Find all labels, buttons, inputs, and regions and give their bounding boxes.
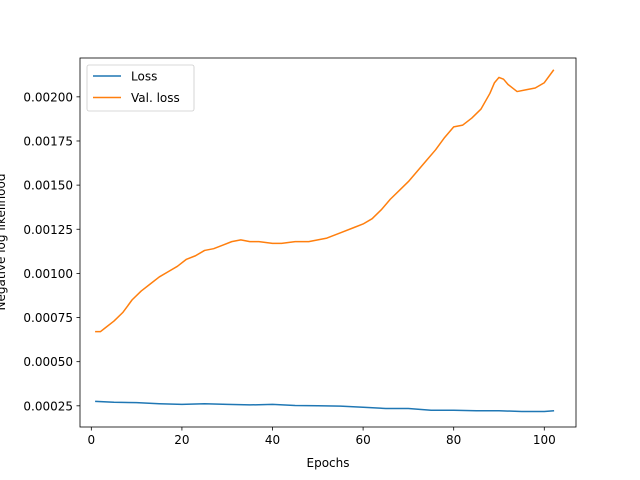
x-axis-label: Epochs [307,456,350,470]
x-tick-label: 80 [446,433,461,447]
x-tick-label: 60 [355,433,370,447]
legend: Loss Val. loss [86,64,195,112]
y-tick-label: 0.00125 [23,223,73,237]
y-tick-label: 0.00050 [23,355,73,369]
y-tick-label: 0.00100 [23,267,73,281]
series-line-0 [95,400,555,413]
legend-label-0: Loss [131,70,157,84]
y-tick-label: 0.00025 [23,399,73,413]
legend-label-1: Val. loss [131,91,180,105]
axes-layer: 0 20 40 60 80 100 0.00025 0.00050 0.00075 0.00100… [23,57,577,447]
x-tick-label: 100 [533,433,556,447]
x-tick-label: 40 [265,433,280,447]
y-tick-label: 0.00075 [23,311,73,325]
series-line-1 [95,69,555,333]
series-layer [95,69,555,413]
y-tick-label: 0.00175 [23,134,73,148]
axes-frame [79,57,577,428]
x-tick-label: 0 [88,433,96,447]
y-axis-label: Negative log likelihood [0,174,8,311]
y-tick-label: 0.00200 [23,90,73,104]
y-tick-label: 0.00150 [23,179,73,193]
x-tick-label: 20 [174,433,189,447]
